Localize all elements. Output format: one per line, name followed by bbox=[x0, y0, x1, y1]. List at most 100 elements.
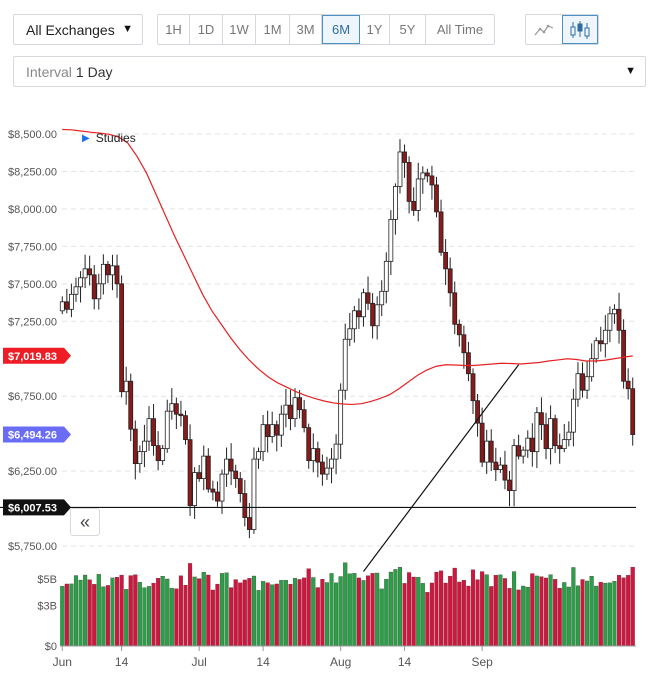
volume-bar bbox=[498, 574, 503, 647]
candle-body bbox=[228, 458, 234, 472]
volume-bar bbox=[603, 582, 608, 647]
candle-body bbox=[315, 448, 321, 463]
candle-body bbox=[151, 418, 156, 447]
volume-bar bbox=[388, 571, 393, 647]
candle-body bbox=[602, 329, 608, 345]
volume-bar bbox=[146, 586, 152, 647]
candle-body bbox=[534, 412, 540, 453]
range-button-1w[interactable]: 1W bbox=[223, 15, 256, 44]
studies-label: Studies bbox=[95, 131, 136, 145]
price-tick-label: $7,250.00 bbox=[8, 316, 57, 328]
candle bbox=[178, 400, 184, 427]
line-chart-button[interactable] bbox=[526, 15, 562, 44]
volume-bar bbox=[480, 571, 485, 647]
line-chart-icon bbox=[534, 24, 554, 35]
candle bbox=[593, 337, 599, 363]
candle bbox=[142, 424, 147, 468]
volume-tick-label: $3B bbox=[37, 601, 57, 613]
price-tick-label: $8,250.00 bbox=[8, 166, 57, 178]
volume-bar bbox=[379, 588, 384, 647]
candle-body bbox=[356, 310, 362, 318]
candle bbox=[447, 257, 453, 307]
candle bbox=[484, 429, 490, 474]
volume-bar bbox=[270, 584, 275, 647]
candle-body bbox=[502, 464, 508, 481]
collapse-button[interactable]: « bbox=[70, 508, 100, 536]
candle bbox=[105, 261, 111, 283]
volume-bar bbox=[69, 583, 74, 647]
candle-body bbox=[201, 455, 207, 479]
candle-body bbox=[119, 283, 125, 393]
volume-bar bbox=[402, 583, 407, 647]
candle bbox=[338, 383, 344, 460]
candle bbox=[539, 397, 544, 440]
range-button-1d[interactable]: 1D bbox=[190, 15, 223, 44]
interval-value: 1 Day bbox=[75, 63, 113, 80]
candle bbox=[87, 255, 93, 286]
volume-bar bbox=[142, 587, 147, 647]
volume-bar bbox=[210, 589, 215, 647]
volume-bar bbox=[124, 589, 129, 647]
range-button-1h[interactable]: 1H bbox=[158, 15, 190, 44]
candle-body bbox=[347, 328, 353, 340]
candle bbox=[274, 420, 280, 452]
candlestick-chart-button[interactable] bbox=[562, 15, 598, 44]
candle-body bbox=[59, 301, 65, 312]
range-button-3m[interactable]: 3M bbox=[290, 15, 322, 44]
candle bbox=[625, 368, 631, 400]
candle bbox=[160, 445, 166, 465]
range-button-all-time[interactable]: All Time bbox=[436, 22, 484, 37]
candle-body bbox=[361, 292, 366, 318]
candle bbox=[630, 377, 636, 446]
candle bbox=[283, 388, 289, 428]
exchange-dropdown[interactable]: All Exchanges ▼ bbox=[13, 14, 143, 45]
candle bbox=[434, 176, 439, 218]
x-tick-label: 14 bbox=[115, 655, 129, 669]
candle-body bbox=[379, 290, 385, 306]
volume-bar bbox=[457, 581, 462, 647]
trend-line bbox=[362, 364, 520, 572]
candle bbox=[215, 481, 220, 507]
range-button-1m[interactable]: 1M bbox=[256, 15, 290, 44]
candle bbox=[169, 388, 175, 420]
candle bbox=[59, 296, 65, 315]
range-button-1y[interactable]: 1Y bbox=[360, 15, 390, 44]
candle-body bbox=[251, 458, 257, 530]
candle bbox=[525, 430, 531, 458]
candle-body bbox=[269, 424, 275, 438]
candle-body bbox=[429, 175, 435, 186]
volume-bar bbox=[557, 588, 562, 647]
candle bbox=[192, 467, 198, 519]
candle-body bbox=[265, 424, 271, 438]
candle-body bbox=[100, 263, 106, 285]
volume-bar bbox=[580, 579, 585, 647]
volume-bar bbox=[425, 592, 430, 647]
volume-bar bbox=[566, 586, 571, 647]
range-button-6m[interactable]: 6M bbox=[322, 15, 360, 44]
candle-body bbox=[383, 260, 389, 292]
interval-dropdown[interactable]: Interval 1 Day ▼ bbox=[13, 56, 646, 87]
range-button-5y[interactable]: 5Y bbox=[390, 15, 426, 44]
candle bbox=[429, 165, 435, 200]
volume-bar bbox=[229, 587, 234, 647]
volume-bar bbox=[525, 586, 530, 647]
volume-bar bbox=[594, 585, 599, 647]
candle bbox=[315, 441, 321, 478]
candle bbox=[466, 341, 471, 382]
volume-bar bbox=[315, 587, 320, 647]
candle bbox=[320, 454, 325, 486]
candle bbox=[452, 281, 458, 335]
candle bbox=[69, 283, 74, 318]
candle-body bbox=[402, 151, 407, 163]
volume-bar bbox=[238, 582, 243, 647]
volume-bar bbox=[306, 568, 311, 647]
candle-body bbox=[466, 352, 471, 375]
volume-bar bbox=[539, 576, 544, 647]
volume-bar bbox=[338, 576, 343, 647]
volume-bar bbox=[507, 588, 512, 647]
candle bbox=[301, 400, 307, 433]
volume-bar bbox=[101, 586, 106, 647]
candle-body bbox=[233, 470, 239, 479]
studies-toggle[interactable]: ▶ Studies bbox=[82, 131, 136, 145]
